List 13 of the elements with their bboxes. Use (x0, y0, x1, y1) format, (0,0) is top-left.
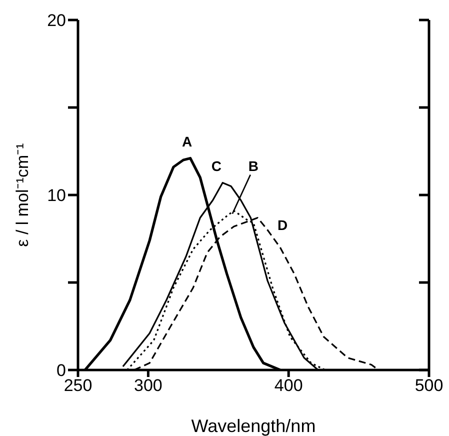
series-label: C (211, 158, 222, 174)
series-label: D (278, 216, 288, 233)
y-axis-title: ε / l mol⁻¹cm⁻¹ (13, 142, 32, 247)
y-tick-label: 10 (47, 186, 66, 205)
text: B (248, 158, 258, 174)
y-tick-label: 20 (47, 11, 66, 30)
x-tick-label: 300 (134, 376, 162, 396)
x-tick-label: 400 (274, 376, 303, 396)
x-tick-label: 250 (64, 376, 92, 396)
y-tick-label: 0 (56, 361, 66, 380)
series-label: A (182, 133, 192, 150)
x-axis-title: Wavelength/nm (191, 416, 316, 436)
x-tick-label: 500 (414, 376, 444, 396)
